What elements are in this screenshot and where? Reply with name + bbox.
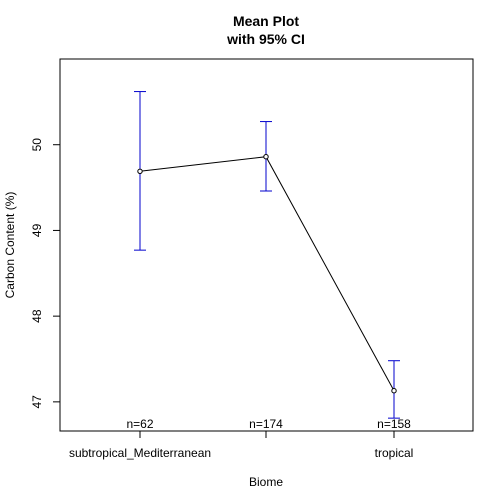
count-label: n=174 — [249, 417, 283, 431]
y-tick-label: 50 — [30, 138, 44, 152]
mean-point — [391, 388, 397, 394]
y-tick-label: 48 — [30, 309, 44, 323]
plot-frame — [59, 58, 474, 432]
mean-line — [139, 156, 395, 391]
x-tick-label: subtropical_Mediterranean — [69, 446, 211, 460]
y-tick-label: 47 — [30, 395, 44, 409]
count-label: n=158 — [377, 417, 411, 431]
mean-points — [137, 154, 397, 394]
chart-title-line1: Mean Plot — [233, 13, 299, 29]
mean-point — [137, 168, 143, 174]
x-axis: subtropical_Mediterranean tropical — [69, 431, 413, 460]
y-axis-title: Carbon Content (%) — [3, 192, 17, 299]
x-tick-label: tropical — [375, 446, 414, 460]
x-axis-title: Biome — [249, 475, 283, 489]
y-tick-label: 49 — [30, 223, 44, 237]
count-label: n=62 — [126, 417, 153, 431]
mean-point — [263, 154, 269, 160]
ci-bars — [134, 91, 400, 419]
chart-title-line2: with 95% CI — [226, 31, 305, 47]
mean-line-layer — [139, 156, 395, 391]
count-labels: n=62 n=174 n=158 — [126, 417, 411, 431]
y-axis: 47 48 49 50 — [30, 138, 60, 409]
